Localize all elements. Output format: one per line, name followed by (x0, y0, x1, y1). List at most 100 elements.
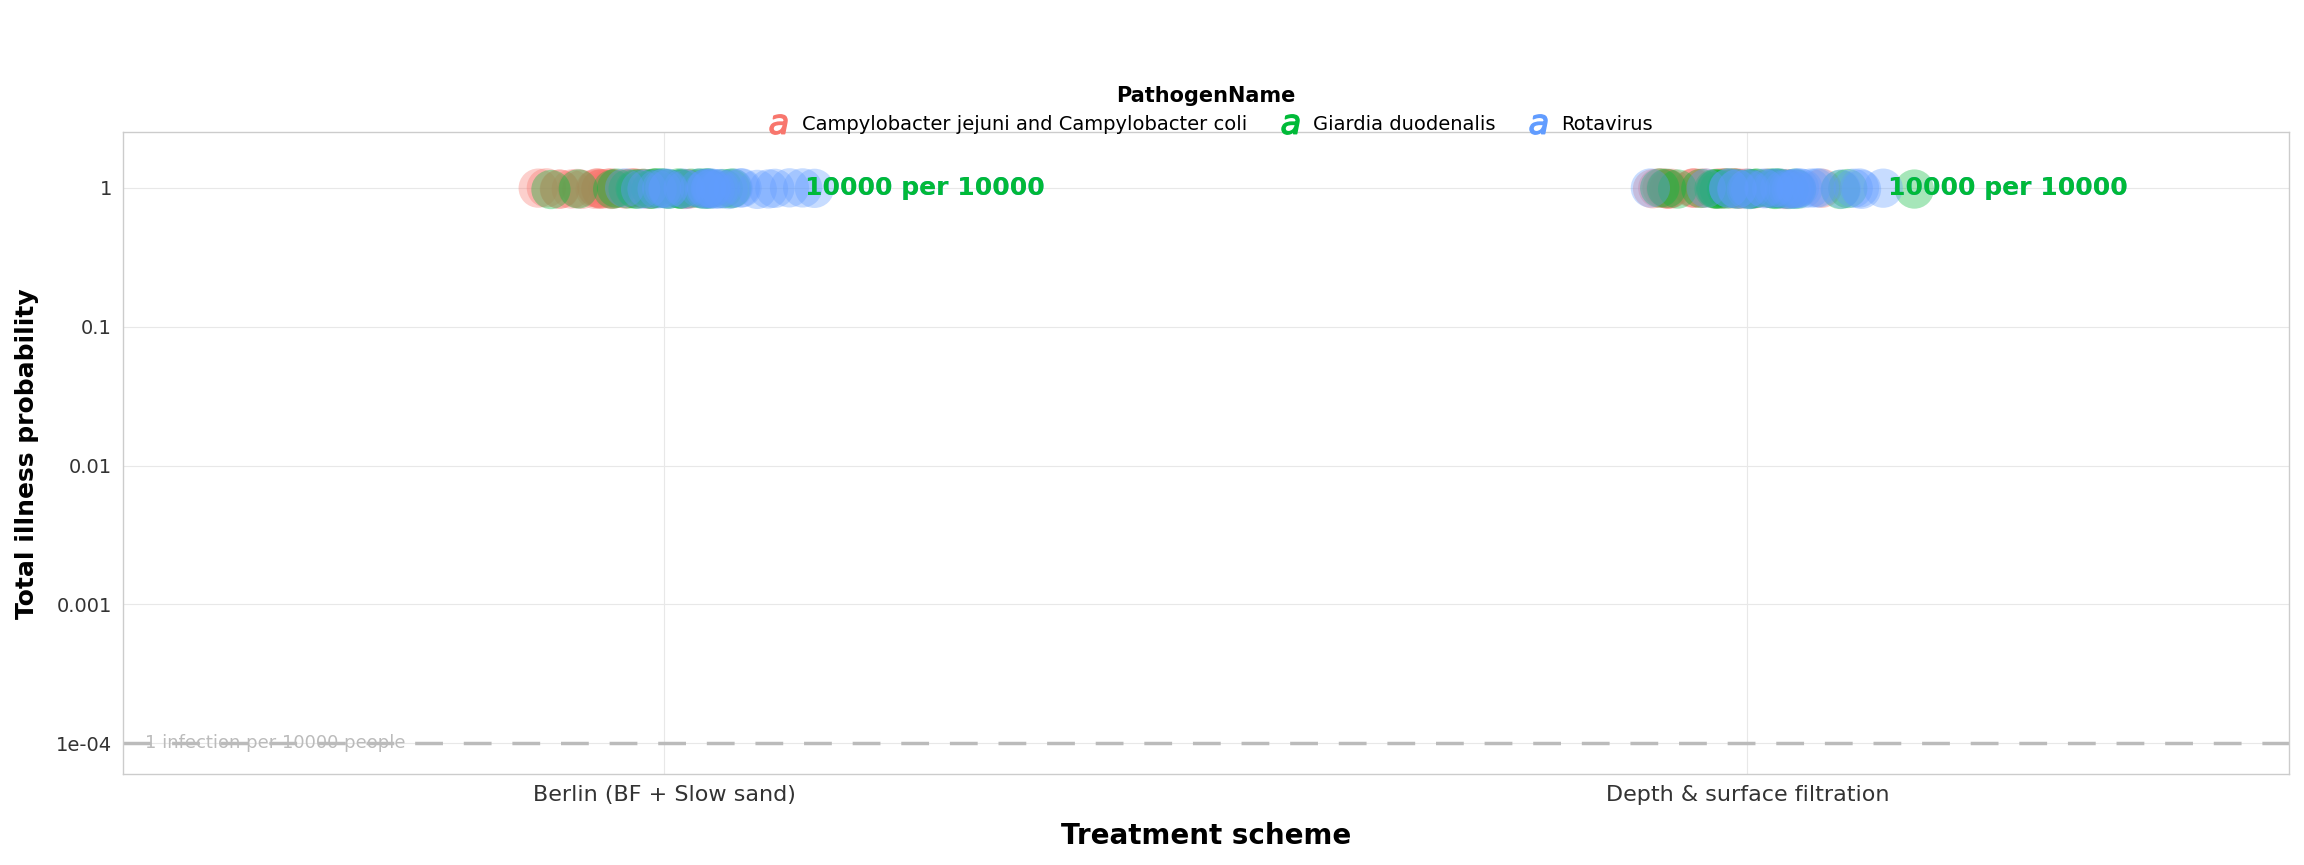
Point (1756, 183, 1793, 196)
Point (1643, 181, 1680, 195)
Point (606, 182, 643, 195)
Point (631, 183, 668, 196)
Point (661, 183, 698, 196)
Point (751, 182, 788, 195)
Point (541, 183, 578, 196)
Point (1650, 183, 1687, 196)
Point (1682, 182, 1719, 195)
Point (1769, 183, 1806, 196)
Point (1730, 183, 1767, 196)
Point (636, 181, 673, 195)
Point (1779, 181, 1816, 195)
Point (645, 181, 682, 195)
Point (1804, 182, 1841, 195)
Point (627, 182, 664, 195)
Point (1841, 181, 1878, 195)
Point (1793, 181, 1829, 195)
Point (1647, 182, 1684, 195)
Point (668, 183, 705, 196)
Point (723, 181, 760, 195)
Point (691, 183, 728, 196)
Point (1758, 183, 1795, 196)
Point (1675, 181, 1712, 195)
Point (638, 181, 675, 195)
Point (1707, 183, 1744, 196)
Point (661, 181, 698, 195)
Point (661, 182, 698, 195)
Point (1797, 181, 1834, 195)
Point (1696, 182, 1733, 195)
Point (532, 183, 569, 196)
Point (691, 183, 728, 196)
Point (1781, 181, 1818, 195)
Point (1687, 181, 1723, 195)
Point (712, 182, 749, 195)
Point (714, 182, 751, 195)
Point (564, 183, 601, 196)
Point (521, 181, 558, 195)
Point (673, 182, 710, 195)
Point (694, 182, 730, 195)
Point (1689, 182, 1726, 195)
Point (622, 183, 659, 196)
Point (638, 183, 675, 196)
Point (1716, 181, 1753, 195)
Point (650, 183, 687, 196)
Point (583, 182, 620, 195)
Point (795, 182, 832, 195)
Point (1763, 182, 1799, 195)
Point (1776, 182, 1813, 195)
Point (650, 182, 687, 195)
Point (643, 181, 680, 195)
Point (1735, 183, 1772, 196)
Point (689, 181, 726, 195)
Point (1719, 183, 1756, 196)
Point (650, 182, 687, 195)
X-axis label: Treatment scheme: Treatment scheme (1060, 822, 1350, 850)
Point (687, 183, 723, 196)
Point (576, 183, 613, 196)
Point (661, 182, 698, 195)
Point (691, 181, 728, 195)
Point (696, 183, 733, 196)
Point (1733, 183, 1769, 196)
Legend: Campylobacter jejuni and Campylobacter coli, Giardia duodenalis, Rotavirus: Campylobacter jejuni and Campylobacter c… (751, 78, 1661, 142)
Point (666, 183, 703, 196)
Point (1714, 181, 1751, 195)
Point (1733, 182, 1769, 195)
Point (643, 182, 680, 195)
Point (1749, 182, 1786, 195)
Point (1710, 181, 1746, 195)
Text: 1 infection per 10000 people: 1 infection per 10000 people (145, 734, 406, 753)
Point (756, 182, 793, 195)
Point (1758, 181, 1795, 195)
Point (1753, 182, 1790, 195)
Point (629, 182, 666, 195)
Point (1721, 183, 1758, 196)
Point (682, 181, 719, 195)
Point (740, 183, 776, 196)
Point (689, 181, 726, 195)
Point (636, 182, 673, 195)
Point (668, 182, 705, 195)
Point (670, 183, 707, 196)
Point (1746, 182, 1783, 195)
Point (583, 183, 620, 196)
Point (1698, 182, 1735, 195)
Point (1730, 182, 1767, 195)
Point (1650, 183, 1687, 196)
Point (1728, 181, 1765, 195)
Point (783, 181, 820, 195)
Point (666, 181, 703, 195)
Point (599, 181, 636, 195)
Point (1716, 181, 1753, 195)
Point (1737, 182, 1774, 195)
Point (1631, 181, 1668, 195)
Point (1829, 182, 1866, 195)
Point (1896, 183, 1933, 196)
Point (650, 183, 687, 196)
Text: 10000 per 10000: 10000 per 10000 (1889, 176, 2129, 200)
Point (1634, 182, 1670, 195)
Text: 10000 per 10000: 10000 per 10000 (804, 176, 1046, 200)
Point (1719, 183, 1756, 196)
